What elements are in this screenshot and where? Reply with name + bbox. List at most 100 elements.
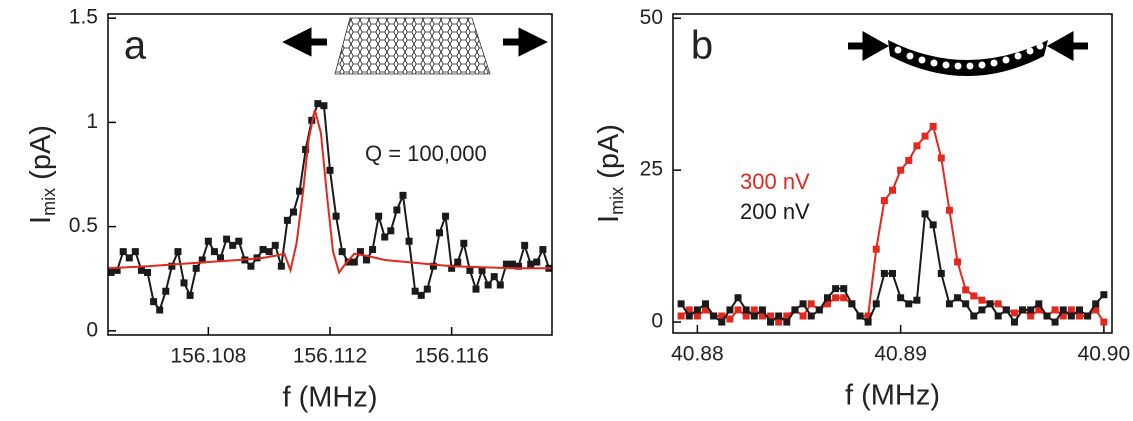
data-point [1010, 309, 1018, 317]
data-point [539, 246, 547, 254]
x-axis-label: f (MHz) [282, 382, 377, 414]
data-point [235, 237, 243, 245]
data-point [350, 258, 358, 266]
data-point [880, 197, 888, 205]
data-point [1002, 306, 1010, 314]
data-point [393, 206, 401, 214]
data-point [767, 312, 775, 320]
data-point [326, 166, 334, 174]
data-point [791, 306, 799, 314]
data-point [970, 292, 978, 300]
data-point [1027, 306, 1035, 314]
data-point [533, 258, 541, 266]
x-tick-label: 156.108 [170, 345, 246, 368]
data-point [369, 246, 377, 254]
data-point [750, 312, 758, 320]
data-point [168, 262, 176, 270]
data-point [937, 154, 945, 162]
data-point [314, 100, 322, 108]
data-point [302, 145, 310, 153]
x-tick-label: 40.88 [671, 343, 724, 366]
data-point [460, 239, 468, 247]
data-point [217, 254, 225, 262]
y-axis-label-part: I [593, 215, 625, 223]
data-point [864, 312, 872, 320]
graphene-illustration [282, 17, 548, 75]
data-point [387, 227, 395, 235]
data-point [685, 312, 693, 320]
data-point [994, 300, 1002, 308]
data-point [978, 296, 986, 304]
data-point [693, 306, 701, 314]
data-point [718, 312, 726, 320]
data-point [156, 306, 164, 314]
data-point [677, 300, 685, 308]
data-point [454, 258, 462, 266]
data-point [702, 300, 710, 308]
data-point [429, 262, 437, 270]
y-axis-label-part: mix [39, 188, 59, 216]
data-point [150, 298, 158, 306]
x-tick-label: 40.90 [1078, 343, 1131, 366]
data-point [880, 269, 888, 277]
x-tick-label: 156.116 [414, 345, 488, 368]
data-point [405, 237, 413, 245]
data-point [508, 260, 516, 268]
data-point [247, 262, 255, 270]
data-point [775, 318, 783, 326]
data-point [750, 306, 758, 314]
data-point [320, 102, 328, 110]
data-point [718, 318, 726, 326]
data-point [799, 300, 807, 308]
data-point [490, 273, 498, 281]
data-point [411, 287, 419, 295]
data-point [677, 312, 685, 320]
data-point [767, 318, 775, 326]
data-point [290, 208, 298, 216]
data-point [962, 300, 970, 308]
data-point [108, 268, 115, 276]
data-point [962, 286, 970, 294]
x-tick-label: 156.112 [293, 345, 367, 368]
data-point [496, 281, 504, 289]
plot-frame [672, 13, 1113, 334]
data-point [296, 187, 304, 195]
data-point [362, 256, 370, 264]
data-point [872, 245, 880, 253]
data-point [162, 287, 170, 295]
annotation: Q = 100,000 [365, 141, 487, 166]
data-point [685, 306, 693, 314]
data-point [799, 312, 807, 320]
y-tick-label: 25 [640, 158, 663, 181]
data-point [1075, 312, 1083, 320]
data-point [229, 241, 237, 249]
data-point [832, 294, 840, 302]
data-point [174, 248, 182, 256]
data-point [527, 260, 535, 268]
data-point [271, 241, 279, 249]
plot-frame [107, 13, 553, 336]
panel-label: b [691, 24, 713, 68]
data-point [1051, 318, 1059, 326]
data-point [1035, 306, 1043, 314]
data-point [978, 306, 986, 314]
data-point [815, 306, 823, 314]
data-point [775, 312, 783, 320]
data-point [1059, 306, 1067, 314]
y-tick-label: 50 [640, 6, 663, 29]
data-point [864, 318, 872, 326]
data-point [1075, 306, 1083, 314]
data-point [758, 306, 766, 314]
y-tick-label: 1 [86, 110, 98, 133]
data-point [521, 241, 529, 249]
data-point [921, 210, 929, 218]
data-point [945, 206, 953, 214]
data-point [726, 315, 734, 323]
data-point [423, 285, 431, 293]
data-point [210, 248, 218, 256]
data-point [945, 300, 953, 308]
data-point [223, 235, 231, 243]
data-point [889, 186, 896, 194]
data-point [198, 256, 206, 264]
